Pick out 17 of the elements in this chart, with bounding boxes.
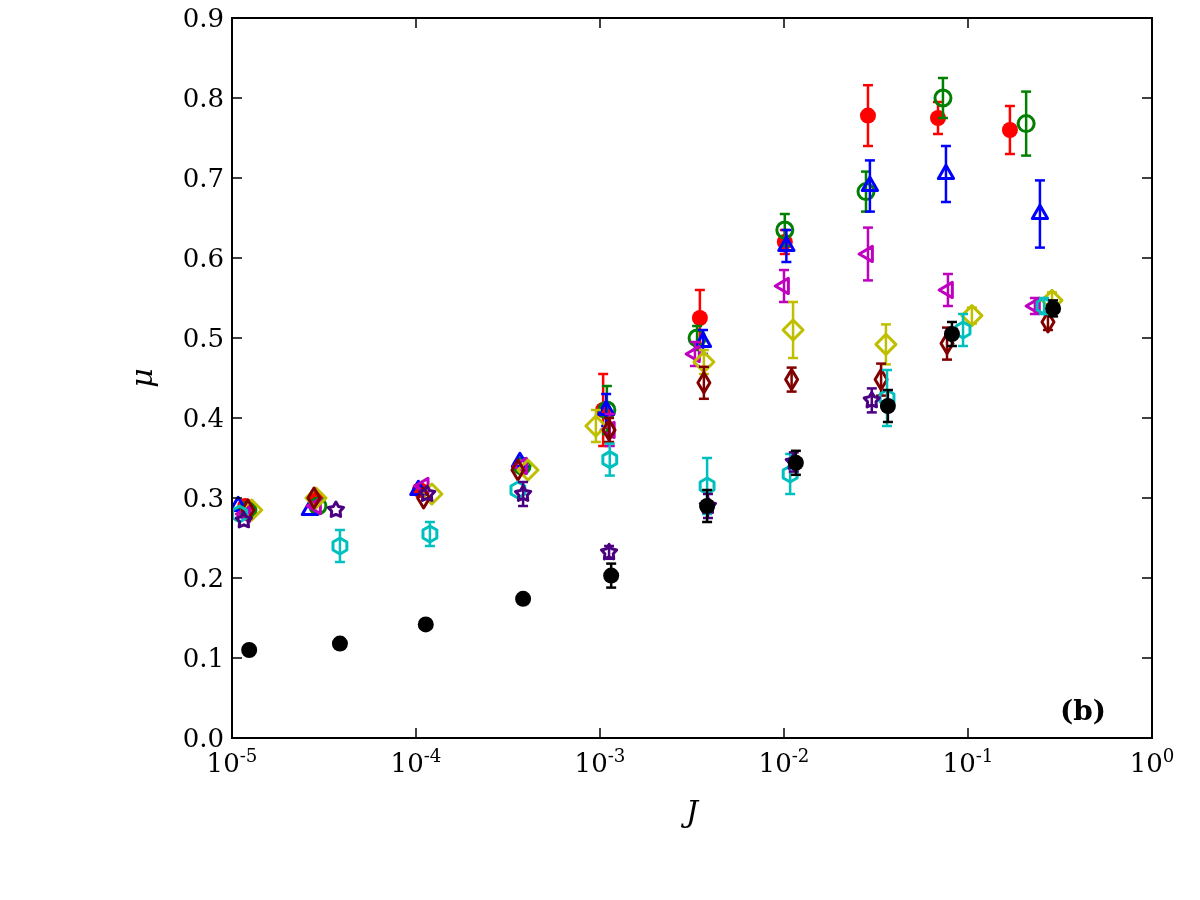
x-tick-label: 10$^{0}$	[1129, 744, 1175, 778]
y-tick-label: 0.2	[182, 563, 224, 594]
y-tick-label: 0.4	[182, 403, 224, 434]
y-tick-label: 0.7	[182, 163, 224, 194]
y-tick-label: 0.5	[182, 323, 224, 354]
y-tick-label: 0.3	[182, 483, 224, 514]
y-axis-title: μ	[124, 368, 159, 388]
x-tick-label: 10$^{-2}$	[758, 744, 810, 778]
y-tick-label: 0.8	[182, 83, 224, 114]
y-tick-label: 0.6	[182, 243, 224, 274]
x-axis-title: J	[679, 794, 700, 829]
y-tick-label: 0.9	[182, 3, 224, 34]
x-tick-label: 10$^{-1}$	[942, 744, 994, 778]
y-tick-label: 0.1	[182, 643, 224, 674]
x-tick-label: 10$^{-3}$	[574, 744, 626, 778]
annotation: (b)	[1059, 694, 1106, 727]
x-tick-label: 10$^{-4}$	[390, 744, 442, 778]
